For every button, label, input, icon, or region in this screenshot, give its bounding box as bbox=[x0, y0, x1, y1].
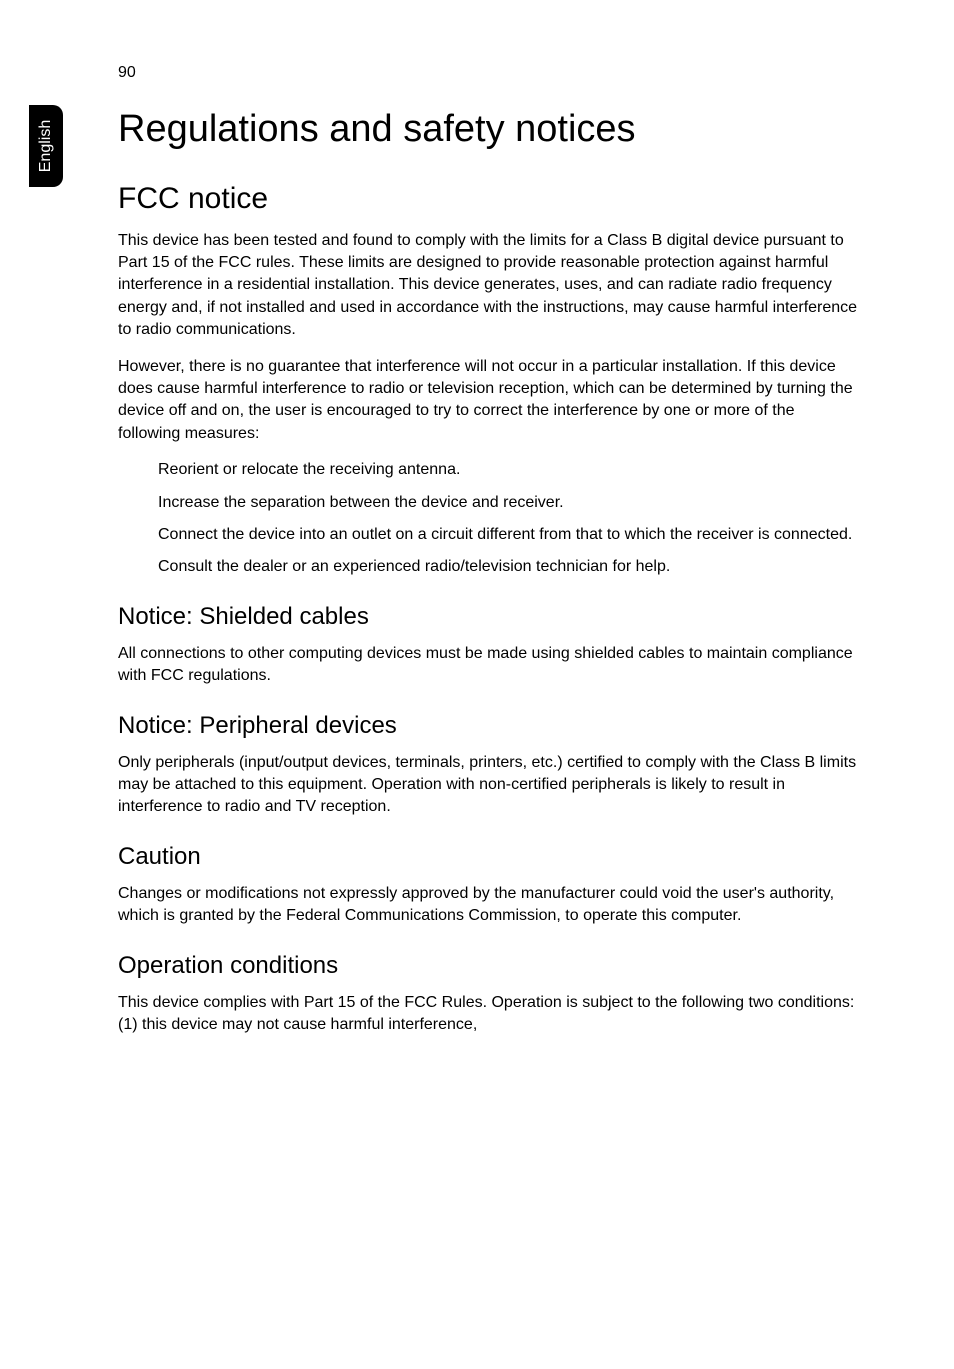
bullet-item: Connect the device into an outlet on a c… bbox=[158, 524, 858, 546]
body-text: This device has been tested and found to… bbox=[118, 230, 858, 342]
subsection-heading-peripheral: Notice: Peripheral devices bbox=[118, 712, 858, 740]
subsection-heading-caution: Caution bbox=[118, 843, 858, 871]
body-text: This device complies with Part 15 of the… bbox=[118, 992, 858, 1037]
page-content: Regulations and safety notices FCC notic… bbox=[118, 108, 858, 1050]
section-heading-fcc: FCC notice bbox=[118, 182, 858, 216]
page-title: Regulations and safety notices bbox=[118, 108, 858, 152]
bullet-list: Reorient or relocate the receiving anten… bbox=[118, 459, 858, 579]
subsection-heading-operation: Operation conditions bbox=[118, 952, 858, 980]
page-number: 90 bbox=[118, 64, 136, 82]
body-text: However, there is no guarantee that inte… bbox=[118, 356, 858, 446]
language-tab: English bbox=[29, 105, 63, 187]
subsection-heading-shielded: Notice: Shielded cables bbox=[118, 603, 858, 631]
language-tab-label: English bbox=[37, 120, 55, 172]
bullet-item: Increase the separation between the devi… bbox=[158, 492, 858, 514]
body-text: All connections to other computing devic… bbox=[118, 643, 858, 688]
bullet-item: Reorient or relocate the receiving anten… bbox=[158, 459, 858, 481]
body-text: Only peripherals (input/output devices, … bbox=[118, 752, 858, 819]
body-text: Changes or modifications not expressly a… bbox=[118, 883, 858, 928]
bullet-item: Consult the dealer or an experienced rad… bbox=[158, 556, 858, 578]
